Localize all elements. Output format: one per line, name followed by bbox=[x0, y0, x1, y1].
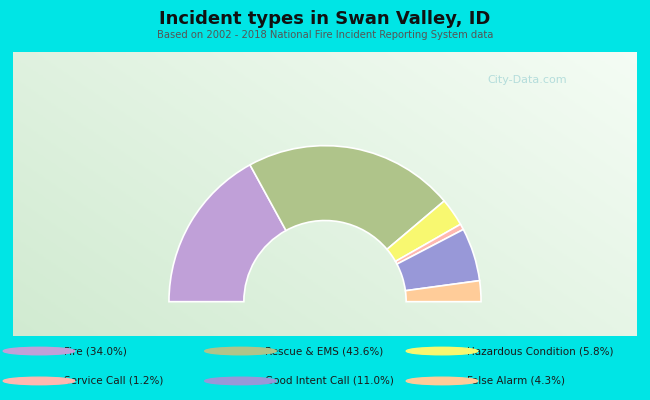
Circle shape bbox=[3, 377, 75, 385]
Text: Incident types in Swan Valley, ID: Incident types in Swan Valley, ID bbox=[159, 10, 491, 28]
Text: False Alarm (4.3%): False Alarm (4.3%) bbox=[467, 376, 565, 386]
Circle shape bbox=[3, 347, 75, 355]
Text: Fire (34.0%): Fire (34.0%) bbox=[64, 346, 127, 356]
Wedge shape bbox=[250, 146, 444, 249]
Wedge shape bbox=[395, 224, 463, 264]
Circle shape bbox=[406, 347, 478, 355]
Text: Rescue & EMS (43.6%): Rescue & EMS (43.6%) bbox=[265, 346, 384, 356]
Circle shape bbox=[406, 377, 478, 385]
Text: Based on 2002 - 2018 National Fire Incident Reporting System data: Based on 2002 - 2018 National Fire Incid… bbox=[157, 30, 493, 40]
Text: Hazardous Condition (5.8%): Hazardous Condition (5.8%) bbox=[467, 346, 613, 356]
Circle shape bbox=[205, 347, 276, 355]
Wedge shape bbox=[397, 230, 480, 291]
Text: City-Data.com: City-Data.com bbox=[488, 76, 567, 86]
Text: Service Call (1.2%): Service Call (1.2%) bbox=[64, 376, 163, 386]
Wedge shape bbox=[406, 281, 481, 302]
Wedge shape bbox=[169, 165, 286, 302]
Wedge shape bbox=[387, 201, 460, 262]
Circle shape bbox=[205, 377, 276, 385]
Text: Good Intent Call (11.0%): Good Intent Call (11.0%) bbox=[265, 376, 394, 386]
